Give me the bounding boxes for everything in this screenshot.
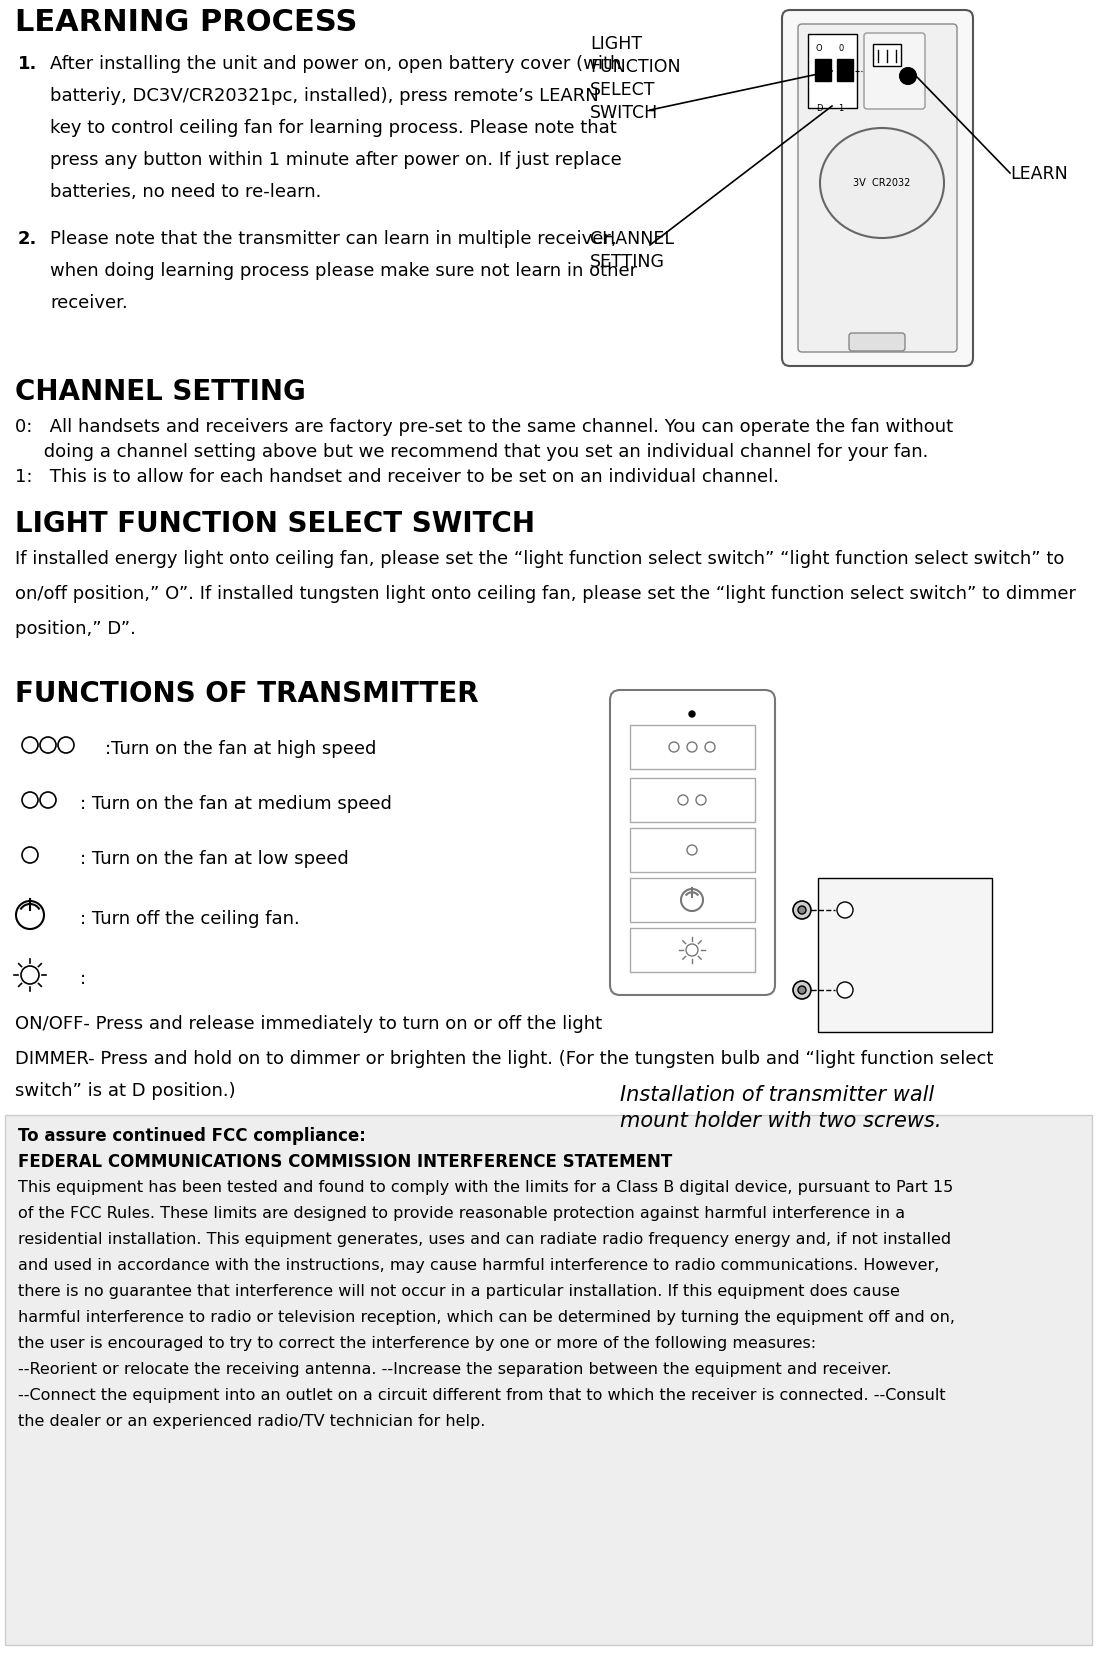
Text: :Turn on the fan at high speed: :Turn on the fan at high speed [105, 740, 376, 759]
Circle shape [793, 981, 811, 999]
Circle shape [798, 986, 806, 994]
Bar [873, 43, 901, 65]
Circle shape [22, 847, 38, 862]
Text: batteriy, DC3V/CR20321pc, installed), press remote’s LEARN: batteriy, DC3V/CR20321pc, installed), pr… [50, 87, 599, 105]
Text: LEARN: LEARN [1010, 165, 1067, 184]
Text: : Turn off the ceiling fan.: : Turn off the ceiling fan. [80, 911, 299, 927]
FancyBboxPatch shape [630, 779, 755, 822]
Text: 0: 0 [838, 43, 844, 53]
FancyBboxPatch shape [782, 10, 973, 366]
Text: 1: 1 [838, 104, 844, 114]
FancyBboxPatch shape [808, 33, 857, 109]
Text: : Turn on the fan at medium speed: : Turn on the fan at medium speed [80, 795, 392, 814]
Text: key to control ceiling fan for learning process. Please note that: key to control ceiling fan for learning … [50, 119, 617, 137]
Text: of the FCC Rules. These limits are designed to provide reasonable protection aga: of the FCC Rules. These limits are desig… [18, 1206, 905, 1222]
Text: LIGHT
FUNCTION
SELECT
SWITCH: LIGHT FUNCTION SELECT SWITCH [590, 35, 680, 122]
FancyBboxPatch shape [864, 33, 925, 109]
FancyBboxPatch shape [630, 725, 755, 769]
Circle shape [58, 737, 73, 754]
Circle shape [687, 846, 697, 856]
Text: DIMMER- Press and hold on to dimmer or brighten the light. (For the tungsten bul: DIMMER- Press and hold on to dimmer or b… [15, 1049, 994, 1068]
Circle shape [687, 742, 697, 752]
Bar [815, 58, 832, 80]
FancyBboxPatch shape [630, 927, 755, 973]
Text: To assure continued FCC compliance:: To assure continued FCC compliance: [18, 1126, 366, 1145]
Text: 0:   All handsets and receivers are factory pre-set to the same channel. You can: 0: All handsets and receivers are factor… [15, 418, 953, 461]
Text: harmful interference to radio or television reception, which can be determined b: harmful interference to radio or televis… [18, 1310, 955, 1325]
Text: O: O [816, 43, 823, 53]
FancyBboxPatch shape [610, 690, 774, 994]
Text: Please note that the transmitter can learn in multiple receiver,: Please note that the transmitter can lea… [50, 231, 617, 247]
FancyBboxPatch shape [798, 23, 957, 353]
Text: FUNCTIONS OF TRANSMITTER: FUNCTIONS OF TRANSMITTER [15, 680, 478, 709]
Text: --Reorient or relocate the receiving antenna. --Increase the separation between : --Reorient or relocate the receiving ant… [18, 1362, 892, 1377]
Text: there is no guarantee that interference will not occur in a particular installat: there is no guarantee that interference … [18, 1283, 900, 1298]
Circle shape [689, 710, 695, 717]
Text: Installation of transmitter wall
mount holder with two screws.: Installation of transmitter wall mount h… [620, 1084, 941, 1131]
Text: position,” D”.: position,” D”. [15, 620, 136, 638]
Text: --Connect the equipment into an outlet on a circuit different from that to which: --Connect the equipment into an outlet o… [18, 1389, 946, 1404]
Circle shape [837, 983, 853, 998]
Text: LIGHT FUNCTION SELECT SWITCH: LIGHT FUNCTION SELECT SWITCH [15, 510, 535, 538]
Circle shape [686, 944, 698, 956]
Text: LEARNING PROCESS: LEARNING PROCESS [15, 8, 358, 37]
Circle shape [837, 902, 853, 917]
FancyBboxPatch shape [630, 829, 755, 872]
Text: If installed energy light onto ceiling fan, please set the “light function selec: If installed energy light onto ceiling f… [15, 550, 1064, 568]
Text: 1.: 1. [18, 55, 37, 74]
Text: 2.: 2. [18, 231, 37, 247]
Circle shape [793, 901, 811, 919]
Text: residential installation. This equipment generates, uses and can radiate radio f: residential installation. This equipment… [18, 1232, 951, 1247]
FancyBboxPatch shape [818, 877, 992, 1033]
Text: After installing the unit and power on, open battery cover (with: After installing the unit and power on, … [50, 55, 621, 74]
Text: 3V  CR2032: 3V CR2032 [853, 179, 911, 189]
Circle shape [900, 69, 916, 84]
Text: : Turn on the fan at low speed: : Turn on the fan at low speed [80, 851, 349, 867]
Text: receiver.: receiver. [50, 294, 127, 312]
Text: 1:   This is to allow for each handset and receiver to be set on an individual c: 1: This is to allow for each handset and… [15, 468, 779, 486]
Bar [837, 58, 853, 80]
Text: This equipment has been tested and found to comply with the limits for a Class B: This equipment has been tested and found… [18, 1180, 953, 1195]
Circle shape [705, 742, 715, 752]
Text: CHANNEL SETTING: CHANNEL SETTING [15, 378, 306, 406]
FancyBboxPatch shape [630, 877, 755, 922]
FancyBboxPatch shape [849, 333, 905, 351]
Text: the user is encouraged to try to correct the interference by one or more of the : the user is encouraged to try to correct… [18, 1337, 816, 1350]
Ellipse shape [819, 129, 945, 237]
Text: on/off position,” O”. If installed tungsten light onto ceiling fan, please set t: on/off position,” O”. If installed tungs… [15, 585, 1076, 603]
Text: CHANNEL
SETTING: CHANNEL SETTING [590, 231, 674, 271]
Circle shape [678, 795, 688, 805]
Circle shape [695, 795, 706, 805]
Text: batteries, no need to re-learn.: batteries, no need to re-learn. [50, 184, 321, 201]
Text: D: D [816, 104, 823, 114]
FancyBboxPatch shape [5, 1115, 1092, 1644]
Circle shape [39, 792, 56, 809]
Circle shape [21, 966, 39, 984]
Text: press any button within 1 minute after power on. If just replace: press any button within 1 minute after p… [50, 150, 622, 169]
Circle shape [681, 889, 703, 911]
Circle shape [22, 737, 38, 754]
Text: FEDERAL COMMUNICATIONS COMMISSION INTERFERENCE STATEMENT: FEDERAL COMMUNICATIONS COMMISSION INTERF… [18, 1153, 672, 1171]
Text: switch” is at D position.): switch” is at D position.) [15, 1083, 236, 1100]
Text: the dealer or an experienced radio/TV technician for help.: the dealer or an experienced radio/TV te… [18, 1414, 485, 1429]
Text: :: : [80, 969, 87, 988]
Text: when doing learning process please make sure not learn in other: when doing learning process please make … [50, 262, 637, 281]
Circle shape [16, 901, 44, 929]
Text: ON/OFF- Press and release immediately to turn on or off the light: ON/OFF- Press and release immediately to… [15, 1014, 602, 1033]
Circle shape [39, 737, 56, 754]
Circle shape [669, 742, 679, 752]
Circle shape [798, 906, 806, 914]
Text: and used in accordance with the instructions, may cause harmful interference to : and used in accordance with the instruct… [18, 1258, 939, 1273]
Circle shape [22, 792, 38, 809]
